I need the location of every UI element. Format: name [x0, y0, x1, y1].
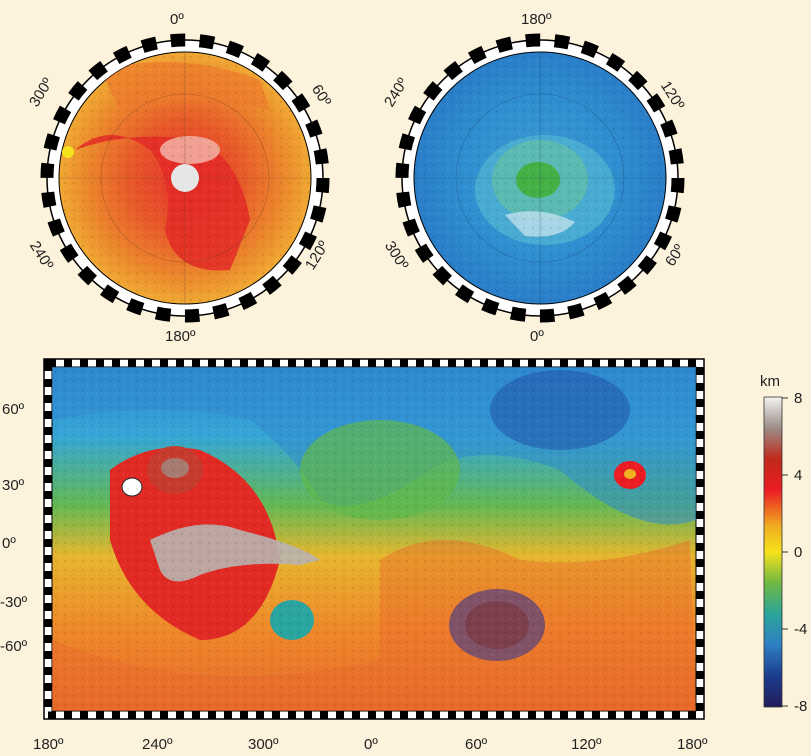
color-scale-bar	[763, 396, 783, 708]
longitude-label: 300º	[248, 736, 279, 753]
north-polar-map	[40, 33, 330, 323]
north-map-label-top: 0º	[170, 11, 184, 28]
color-scale-tick: 8	[794, 390, 803, 407]
color-scale-tick: -8	[794, 698, 808, 715]
color-scale-unit: km	[760, 373, 780, 390]
longitude-label: 240º	[142, 736, 173, 753]
color-scale-tick: 0	[794, 544, 803, 561]
latitude-label: 30º	[2, 477, 25, 494]
elevation-color-scale	[763, 396, 788, 708]
latitude-label: 0º	[2, 535, 16, 552]
south-map-label-top: 180º	[521, 11, 552, 28]
south-polar-map	[395, 33, 685, 323]
latitude-label: 60º	[2, 401, 25, 418]
north-pole-cap	[171, 164, 199, 192]
color-scale-tick: 4	[794, 467, 803, 484]
longitude-label: 180º	[677, 736, 708, 753]
north-map-label-bottom: 180º	[165, 328, 196, 345]
longitude-label: 120º	[571, 736, 602, 753]
global-topography-map	[43, 358, 705, 720]
color-scale-tick: -4	[794, 621, 808, 638]
latitude-label: -60º	[0, 638, 28, 655]
south-map-label-bottom: 0º	[530, 328, 544, 345]
longitude-label: 0º	[364, 736, 378, 753]
longitude-label: 60º	[465, 736, 488, 753]
longitude-label: 180º	[33, 736, 64, 753]
latitude-label: -30º	[0, 594, 28, 611]
